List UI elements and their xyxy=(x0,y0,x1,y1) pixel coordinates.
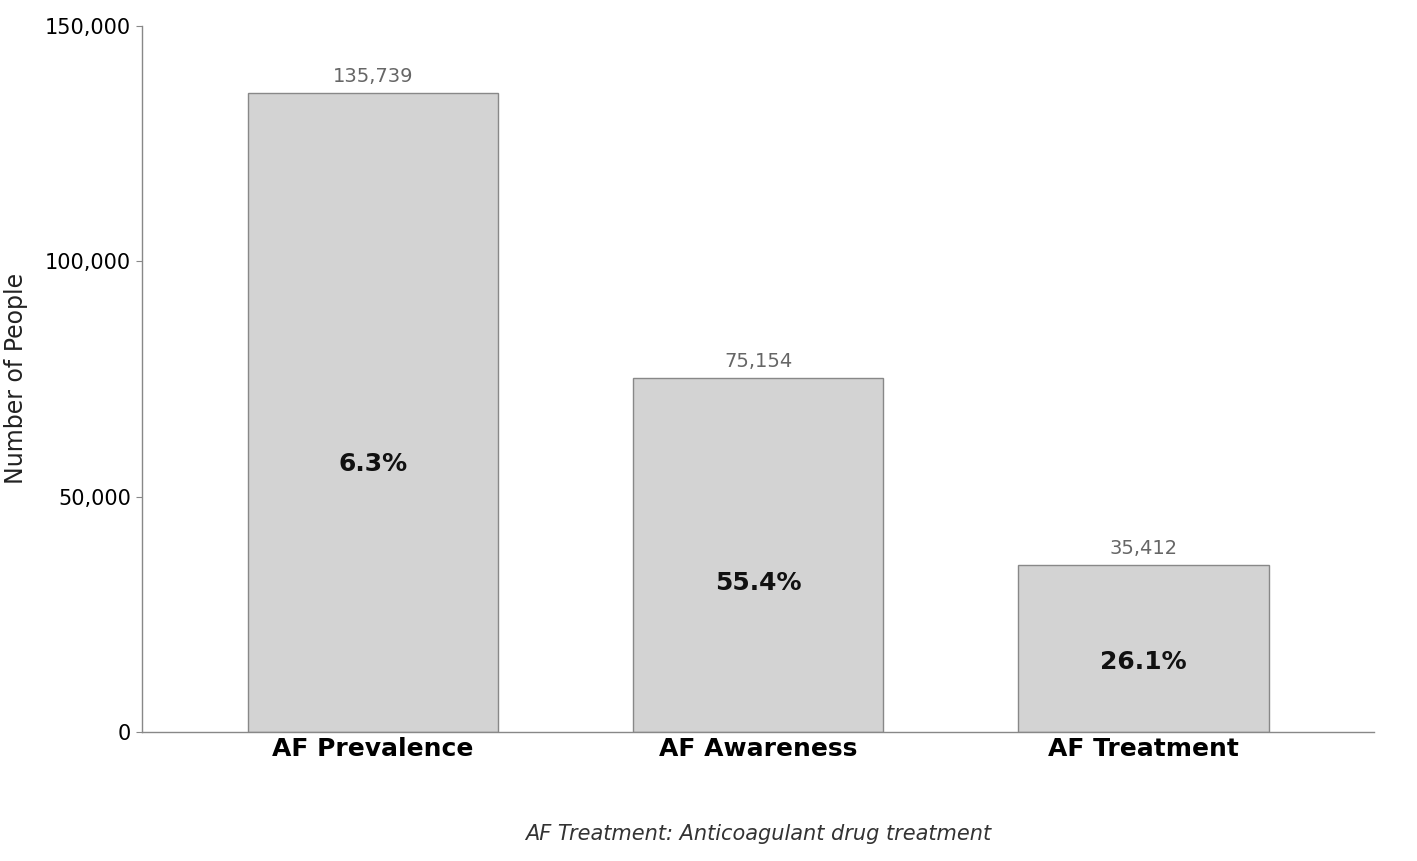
Text: 75,154: 75,154 xyxy=(724,352,792,371)
Text: 135,739: 135,739 xyxy=(333,67,414,86)
Y-axis label: Number of People: Number of People xyxy=(4,273,28,485)
Text: 55.4%: 55.4% xyxy=(714,572,802,595)
Text: AF Treatment: Anticoagulant drug treatment: AF Treatment: Anticoagulant drug treatme… xyxy=(526,824,990,844)
Bar xyxy=(1019,565,1268,732)
Bar xyxy=(248,93,497,732)
Text: 6.3%: 6.3% xyxy=(339,451,408,475)
Bar xyxy=(633,378,883,732)
Text: 35,412: 35,412 xyxy=(1110,539,1178,558)
Text: 26.1%: 26.1% xyxy=(1100,650,1186,674)
